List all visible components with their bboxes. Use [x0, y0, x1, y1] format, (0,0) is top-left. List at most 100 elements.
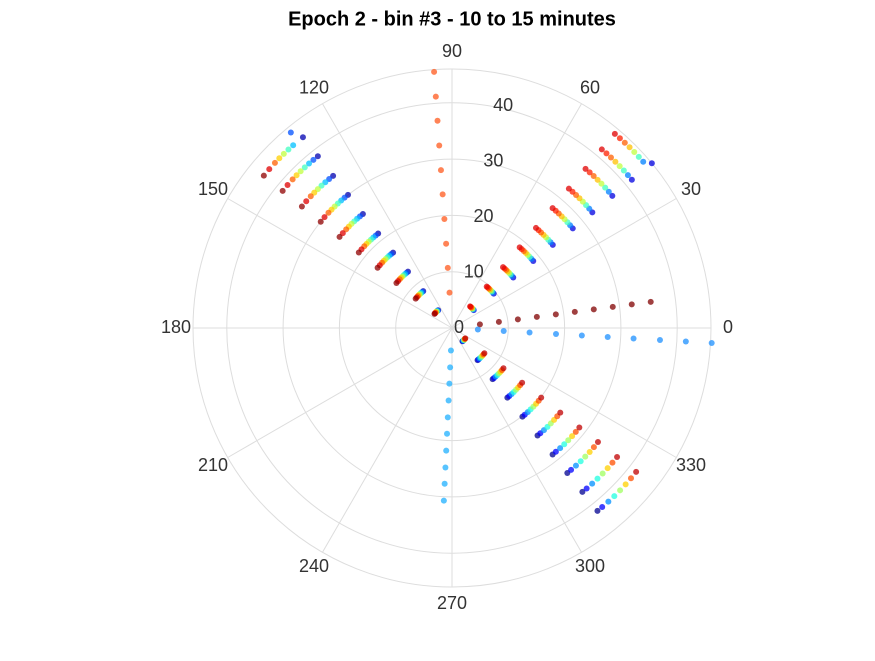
point — [552, 448, 559, 455]
point — [578, 332, 585, 339]
point — [443, 447, 450, 454]
point — [604, 465, 611, 472]
point — [589, 480, 596, 487]
point — [552, 330, 559, 337]
point — [445, 397, 452, 404]
grid-spoke — [227, 327, 453, 458]
point — [557, 445, 564, 452]
point — [474, 326, 481, 333]
point — [552, 311, 559, 318]
point — [569, 433, 576, 440]
point — [590, 444, 597, 451]
point — [582, 453, 589, 460]
point — [284, 182, 291, 189]
point — [483, 283, 490, 290]
point — [481, 350, 488, 357]
r-tick-label: 20 — [474, 206, 494, 226]
point — [446, 380, 453, 387]
point — [355, 249, 362, 256]
r-tick-label: 30 — [483, 150, 503, 170]
point — [621, 139, 628, 146]
point — [565, 437, 572, 444]
point — [500, 327, 507, 334]
grid-spoke — [451, 198, 677, 329]
r-tick-label: 0 — [454, 317, 464, 337]
grid-spoke — [227, 198, 453, 329]
point — [298, 203, 305, 210]
point — [271, 159, 278, 166]
point — [303, 198, 310, 205]
theta-tick-label: 150 — [198, 179, 228, 199]
point — [682, 338, 689, 345]
point — [374, 264, 381, 271]
point — [306, 160, 313, 167]
point — [627, 475, 634, 482]
point — [572, 462, 579, 469]
point — [586, 169, 593, 176]
point — [434, 117, 441, 124]
point — [301, 164, 308, 171]
point — [436, 142, 443, 149]
point — [557, 409, 564, 416]
point — [516, 244, 523, 251]
point — [576, 424, 583, 431]
point — [443, 240, 450, 247]
point — [614, 453, 621, 460]
point — [590, 306, 597, 313]
point — [628, 176, 635, 183]
point — [321, 214, 328, 221]
grid-spoke — [451, 327, 582, 553]
point — [293, 172, 300, 179]
theta-tick-label: 300 — [575, 556, 605, 576]
point — [476, 321, 483, 328]
point — [444, 264, 451, 271]
point — [603, 150, 610, 157]
point — [495, 318, 502, 325]
theta-tick-label: 90 — [442, 41, 462, 61]
point — [561, 441, 568, 448]
point — [611, 493, 618, 500]
point — [431, 68, 438, 75]
theta-tick-label: 180 — [161, 317, 191, 337]
point — [630, 335, 637, 342]
point — [279, 187, 286, 194]
point — [444, 414, 451, 421]
point — [446, 289, 453, 296]
point — [437, 167, 444, 174]
point — [577, 458, 584, 465]
point — [609, 303, 616, 310]
point — [583, 485, 590, 492]
theta-tick-label: 60 — [580, 78, 600, 98]
point — [616, 135, 623, 142]
point — [607, 154, 614, 161]
point — [631, 148, 638, 155]
point — [604, 333, 611, 340]
point — [393, 279, 400, 286]
point — [708, 339, 715, 346]
point — [598, 180, 605, 187]
point — [594, 176, 601, 183]
point — [599, 470, 606, 477]
point — [605, 188, 612, 195]
point — [549, 205, 556, 212]
point — [526, 329, 533, 336]
point — [336, 233, 343, 240]
theta-tick-label: 0 — [723, 317, 733, 337]
theta-tick-label: 270 — [437, 593, 467, 613]
point — [519, 379, 526, 386]
point — [568, 466, 575, 473]
point — [280, 150, 287, 157]
point — [310, 156, 317, 163]
point — [624, 172, 631, 179]
point — [622, 481, 629, 488]
point — [442, 464, 449, 471]
point — [467, 303, 474, 310]
point — [565, 185, 572, 192]
point — [462, 335, 469, 342]
point — [533, 313, 540, 320]
point — [432, 93, 439, 100]
point — [441, 216, 448, 223]
point — [611, 130, 618, 137]
point — [439, 191, 446, 198]
